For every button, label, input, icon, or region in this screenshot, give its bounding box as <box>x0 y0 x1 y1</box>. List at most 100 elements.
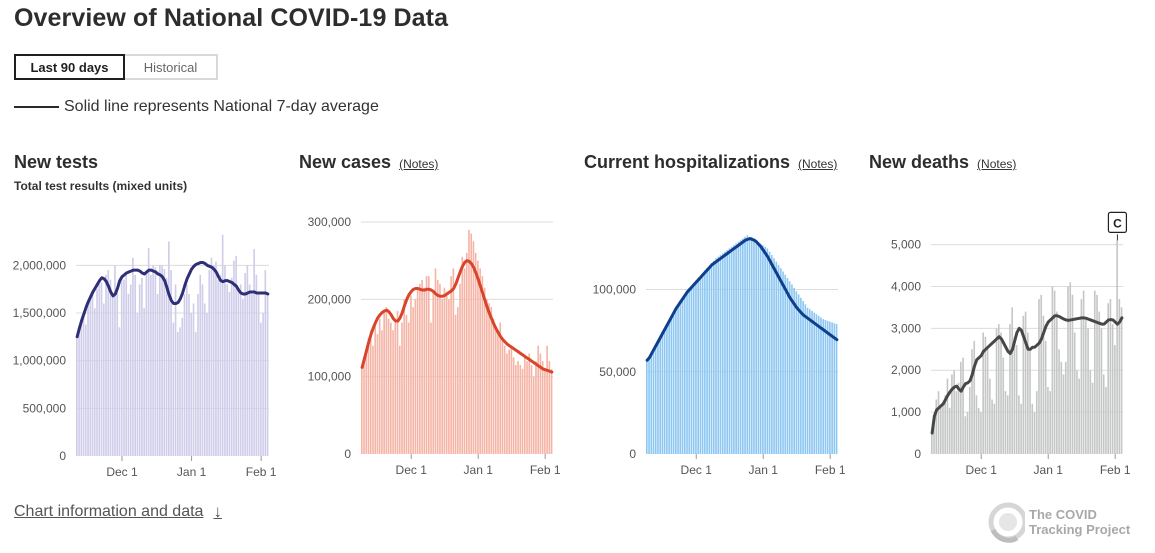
hosp-daily-bar <box>690 285 693 454</box>
deaths-x-tick-label: Dec 1 <box>966 463 998 477</box>
historical-button[interactable]: Historical <box>125 54 218 80</box>
hospitalizations-panel: 0 50,000 100,000 Dec 1 Jan 1 Feb 1 Current ho… <box>584 152 864 482</box>
cases-daily-bar <box>436 280 439 454</box>
deaths-daily-bar <box>1009 324 1011 454</box>
average-legend: Solid line represents National 7-day ave… <box>14 98 379 116</box>
last-90-days-button[interactable]: Last 90 days <box>14 54 125 80</box>
tests-y-tick-label: 500,000 <box>23 401 67 415</box>
new-deaths-notes-link[interactable]: (Notes) <box>977 157 1017 171</box>
hosp-daily-bar <box>826 320 829 454</box>
tests-daily-bar <box>114 265 116 456</box>
deaths-daily-bar <box>1107 303 1109 454</box>
deaths-y-tick-label: 2,000 <box>891 363 921 377</box>
tests-daily-bar <box>152 265 154 456</box>
cases-daily-bar <box>416 287 419 454</box>
hosp-daily-bar <box>822 319 824 454</box>
hosp-daily-bar <box>762 245 764 454</box>
cases-daily-bar <box>410 295 412 454</box>
deaths-daily-bar <box>1120 307 1123 454</box>
new-tests-panel: 0 500,000 1,000,000 1,500,000 2,000,000 Dec 1… <box>13 152 294 482</box>
brand-name-line-2: Tracking Project <box>1029 522 1131 537</box>
tests-daily-bar <box>242 298 244 456</box>
hosp-daily-bar <box>835 324 838 454</box>
cases-daily-bar <box>385 307 388 454</box>
deaths-daily-bar <box>1029 349 1031 454</box>
cases-daily-bar <box>419 283 421 454</box>
deaths-daily-bar <box>1071 294 1074 454</box>
hosp-daily-bar <box>777 264 780 454</box>
cases-daily-bar <box>369 330 372 454</box>
hosp-daily-bar <box>675 307 677 454</box>
cases-daily-bar <box>454 314 457 454</box>
tests-daily-bar <box>120 274 123 456</box>
cases-daily-bar <box>434 268 437 454</box>
cases-daily-bar <box>403 299 406 454</box>
tests-y-tick-label: 1,500,000 <box>13 306 67 320</box>
cases-daily-bar <box>414 299 417 454</box>
hosp-daily-bar <box>753 238 755 454</box>
tests-average-line <box>75 261 270 339</box>
hosp-x-tick-label: Feb 1 <box>815 463 846 477</box>
hosp-daily-bar <box>701 273 704 454</box>
tests-daily-bar <box>98 284 101 456</box>
cases-daily-bar <box>381 330 383 454</box>
cases-daily-bar <box>519 365 522 454</box>
tests-daily-bar <box>154 267 157 456</box>
cases-daily-bar <box>363 357 365 454</box>
cases-daily-bar <box>401 322 403 454</box>
tests-daily-bar <box>127 293 130 456</box>
tests-daily-bar <box>123 279 125 456</box>
deaths-daily-bar <box>980 412 982 454</box>
hosp-daily-bar <box>652 348 655 454</box>
brand-name: The COVID Tracking Project <box>1029 507 1130 537</box>
deaths-daily-bar <box>1111 324 1114 454</box>
hospitalizations-notes-link[interactable]: (Notes) <box>798 157 838 171</box>
hosp-daily-bar <box>797 294 800 454</box>
tests-daily-bar <box>217 279 220 456</box>
deaths-daily-bar <box>1102 374 1105 454</box>
cases-daily-bar <box>492 318 495 454</box>
cases-daily-bar <box>405 314 408 454</box>
arrow-down-icon: ↓ <box>213 502 222 521</box>
new-cases-notes-link[interactable]: (Notes) <box>399 157 439 171</box>
hosp-daily-bar <box>654 344 657 454</box>
tests-daily-bar <box>129 284 132 456</box>
hospitalizations-chart: 0 50,000 100,000 Dec 1 Jan 1 Feb 1 <box>593 235 846 477</box>
deaths-daily-bar <box>975 395 978 454</box>
cases-daily-bar <box>483 287 486 454</box>
deaths-y-tick-label: 0 <box>914 447 921 461</box>
deaths-daily-bar <box>1049 391 1051 454</box>
hosp-daily-bar <box>793 287 795 454</box>
deaths-daily-bar <box>1053 290 1056 454</box>
cases-daily-bar <box>396 310 399 454</box>
tests-daily-bar <box>138 284 141 456</box>
deaths-daily-bar <box>968 386 971 454</box>
hosp-daily-bar <box>650 352 653 454</box>
deaths-daily-bar <box>966 412 969 454</box>
hosp-daily-bar <box>744 236 746 454</box>
cases-daily-bar <box>439 283 441 454</box>
deaths-daily-bar <box>973 340 976 454</box>
cases-daily-bar <box>465 252 468 454</box>
deaths-daily-bar <box>1044 340 1047 454</box>
tests-daily-bar <box>221 234 224 456</box>
chart-info-link[interactable]: Chart information and data ↓ <box>14 502 222 522</box>
deaths-daily-bar <box>1020 403 1022 454</box>
cases-daily-bar <box>450 276 452 454</box>
deaths-daily-bar <box>1109 299 1112 454</box>
tests-daily-bar <box>116 289 119 456</box>
cases-daily-bar <box>532 376 535 454</box>
hosp-y-tick-label: 0 <box>629 447 636 461</box>
tests-daily-bar <box>194 332 197 456</box>
hosp-daily-bar <box>829 321 831 454</box>
hosp-daily-bar <box>831 322 833 454</box>
tests-daily-bar <box>244 272 246 456</box>
cases-daily-bar <box>474 252 477 454</box>
hosp-daily-bar <box>755 240 758 454</box>
deaths-daily-bar <box>991 399 993 454</box>
hosp-daily-bar <box>746 235 749 454</box>
deaths-daily-bar <box>986 349 989 454</box>
cases-daily-bar <box>499 322 502 454</box>
hosp-daily-bar <box>724 251 726 454</box>
new-tests-title: New tests <box>14 152 99 172</box>
